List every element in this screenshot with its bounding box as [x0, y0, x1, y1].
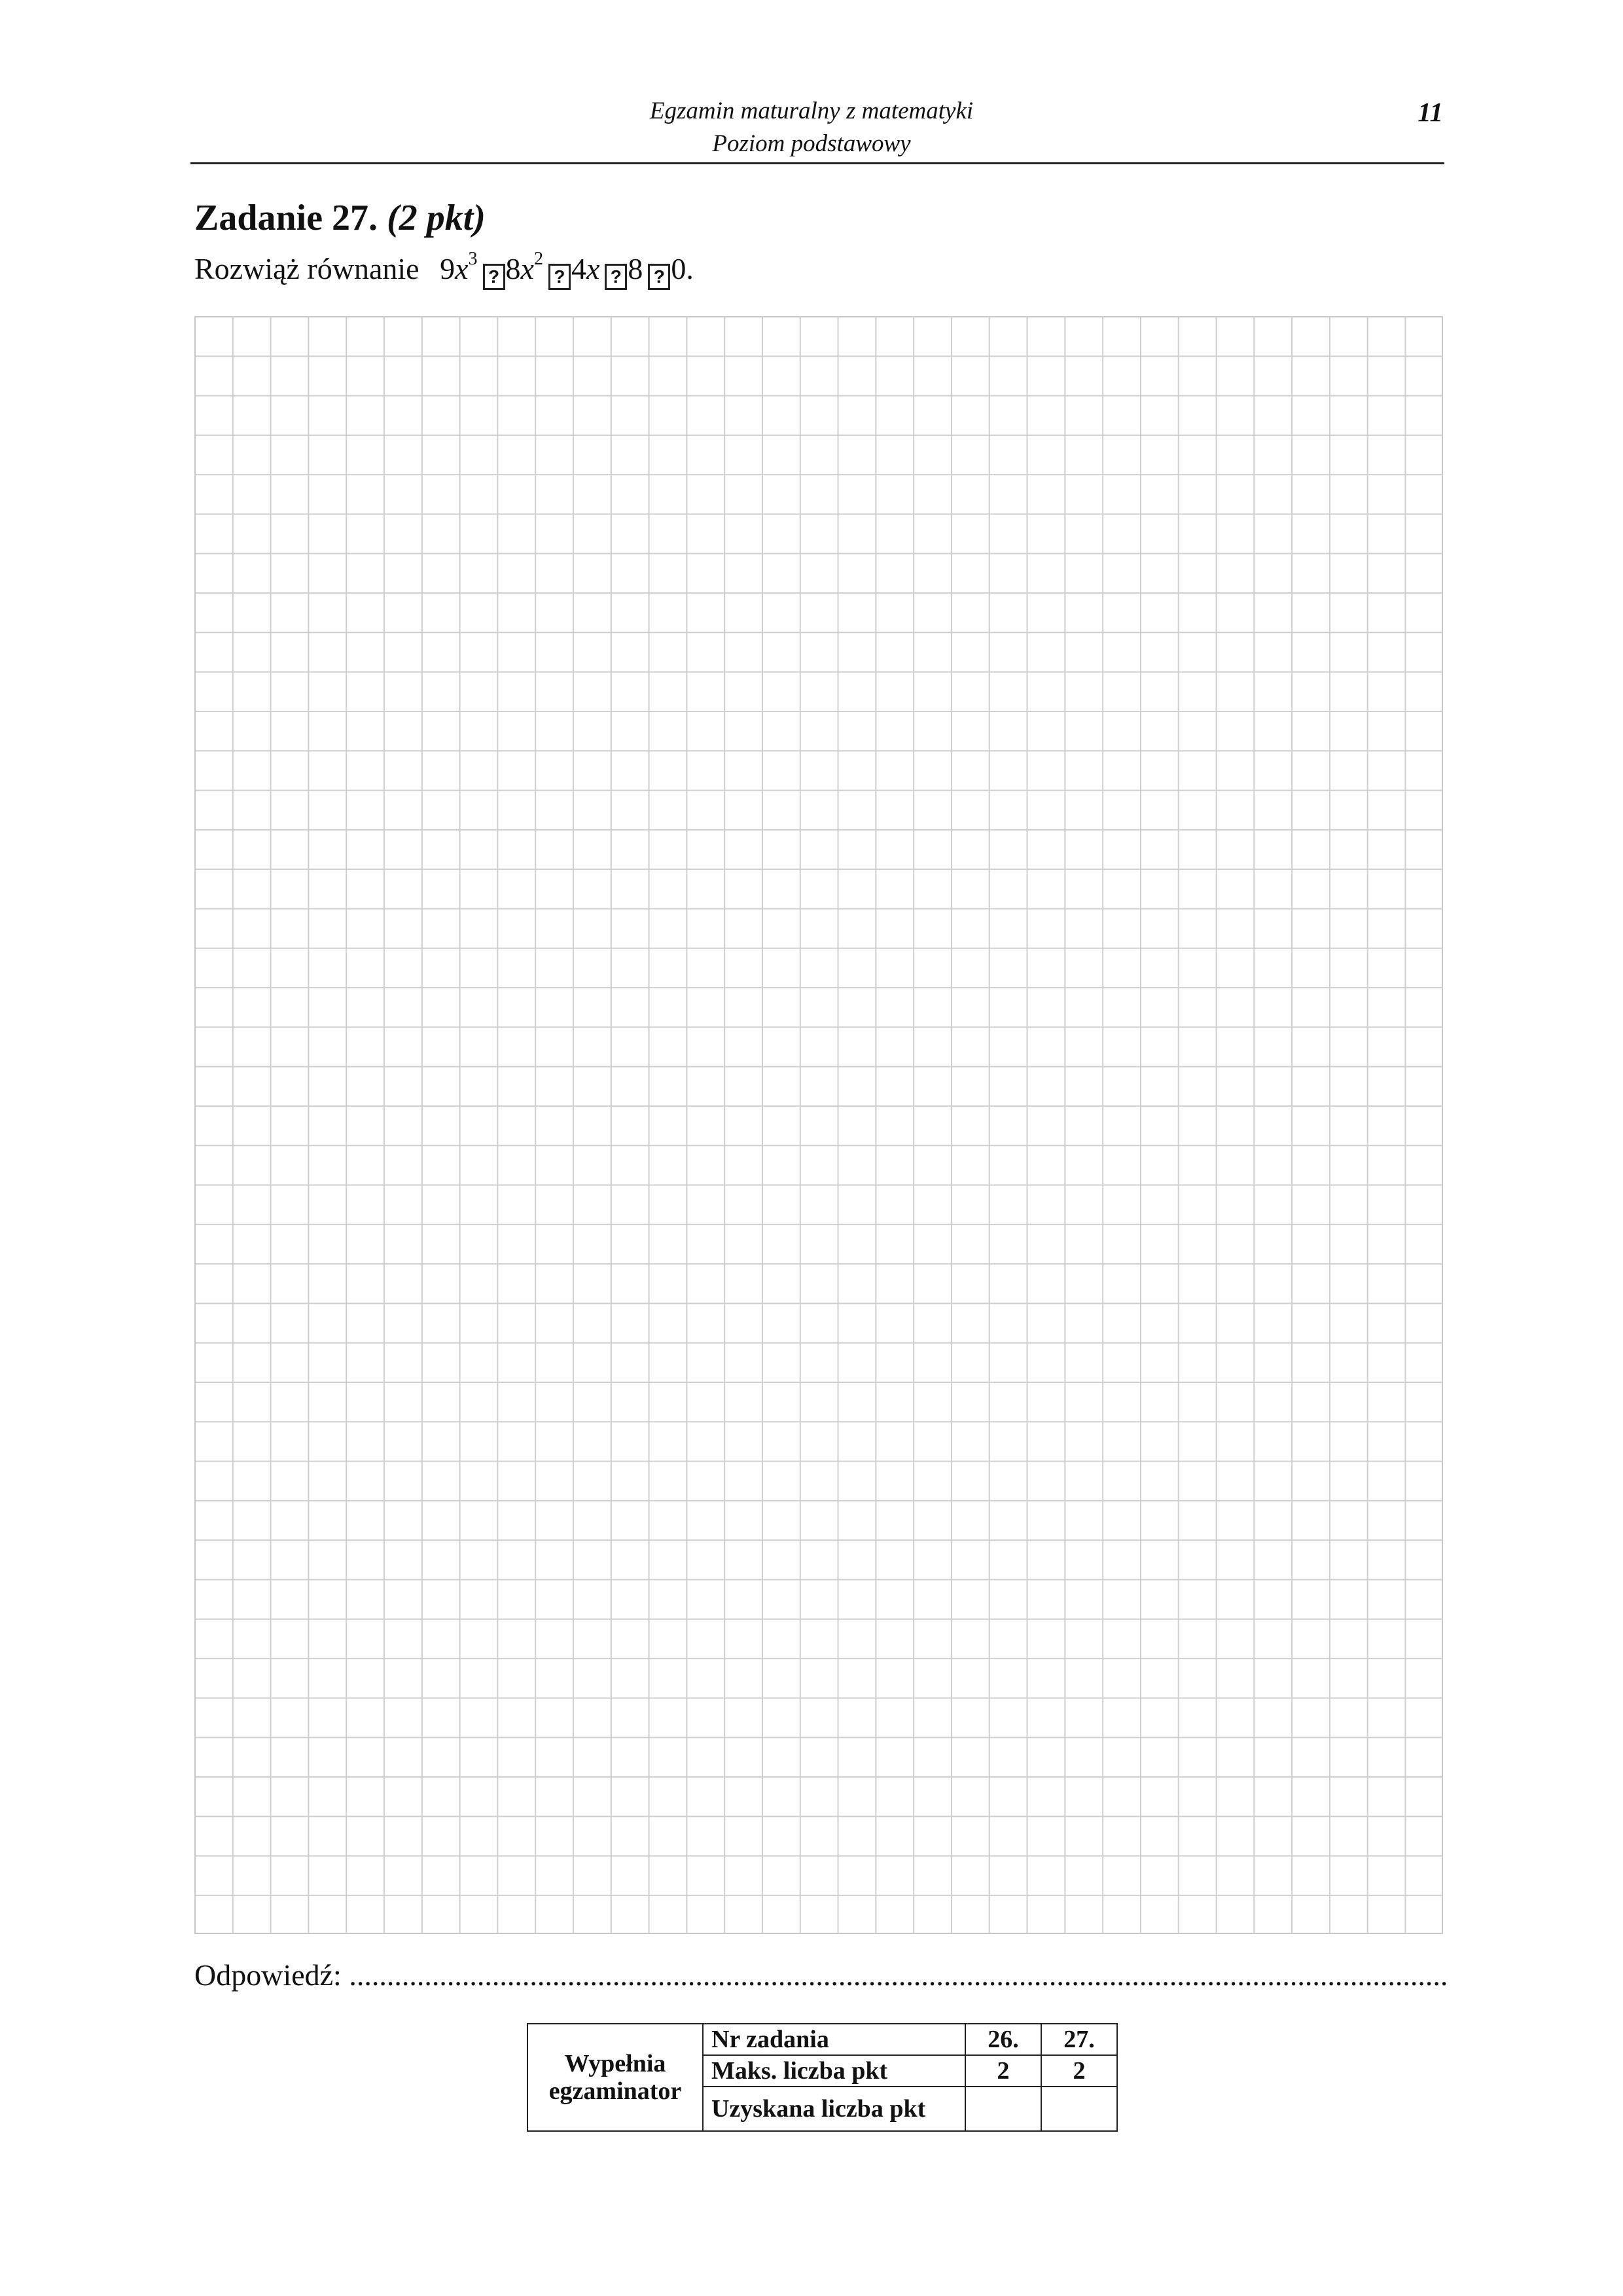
score-table: Wypełnia egzaminator Nr zadania 26. 27. … — [527, 2023, 1118, 2132]
answer-dots: ........................................… — [349, 1958, 1448, 1992]
obtained-points-27[interactable] — [1041, 2086, 1118, 2132]
eq-term1-exp: 3 — [468, 249, 478, 269]
eq-term2-coef: 8 — [505, 252, 521, 285]
solution-grid[interactable] — [194, 316, 1443, 1934]
task-number-26: 26. — [965, 2023, 1042, 2056]
page-number: 11 — [1418, 97, 1443, 127]
filled-by-line1: Wypełnia — [564, 2050, 666, 2077]
eq-end: . — [686, 252, 694, 285]
missing-glyph-icon: ? — [648, 264, 671, 290]
exam-title: Egzamin maturalny z matematyki — [649, 98, 974, 124]
eq-term2-var: x — [520, 252, 534, 285]
filled-by-label: Wypełnia egzaminator — [527, 2023, 704, 2132]
task-points: (2 pkt) — [387, 198, 486, 238]
table-row: Uzyskana liczba pkt — [527, 2086, 1118, 2132]
missing-glyph-icon: ? — [605, 264, 628, 290]
max-points-26: 2 — [965, 2054, 1042, 2087]
eq-term1-coef: 9 — [440, 252, 455, 285]
task-title: Zadanie 27. (2 pkt) — [194, 196, 486, 240]
row-label-obtained-points: Uzyskana liczba pkt — [702, 2086, 966, 2132]
max-points-27: 2 — [1041, 2054, 1118, 2087]
missing-glyph-icon: ? — [482, 264, 505, 290]
header-divider — [190, 162, 1444, 164]
table-row: Maks. liczba pkt 2 2 — [527, 2054, 1118, 2087]
equation: 9x3? 8x2? 4x? 8? 0. — [440, 249, 694, 290]
instruction-text: Rozwiąż równanie — [194, 252, 419, 285]
exam-level: Poziom podstawowy — [712, 130, 911, 157]
eq-term3-partial: 4 — [571, 252, 586, 285]
task-number-27: 27. — [1041, 2023, 1118, 2056]
eq-term3-var: x — [586, 252, 600, 285]
row-label-max-points: Maks. liczba pkt — [702, 2054, 966, 2087]
row-label-task-number: Nr zadania — [702, 2023, 966, 2056]
filled-by-line2: egzaminator — [548, 2077, 682, 2105]
table-row: Wypełnia egzaminator Nr zadania 26. 27. — [527, 2023, 1118, 2132]
answer-label: Odpowiedź: — [194, 1958, 342, 1992]
obtained-points-26[interactable] — [965, 2086, 1042, 2132]
missing-glyph-icon: ? — [548, 264, 571, 290]
task-instruction: Rozwiąż równanie 9x3? 8x2? 4x? 8? 0. — [194, 249, 694, 293]
eq-rhs-partial: 0 — [671, 252, 687, 285]
eq-term4-partial: 8 — [628, 252, 643, 285]
eq-term1-var: x — [455, 252, 469, 285]
answer-line: Odpowiedź: .............................… — [194, 1956, 1448, 1995]
eq-term2-exp: 2 — [533, 249, 543, 269]
task-number: Zadanie 27. — [194, 198, 378, 238]
